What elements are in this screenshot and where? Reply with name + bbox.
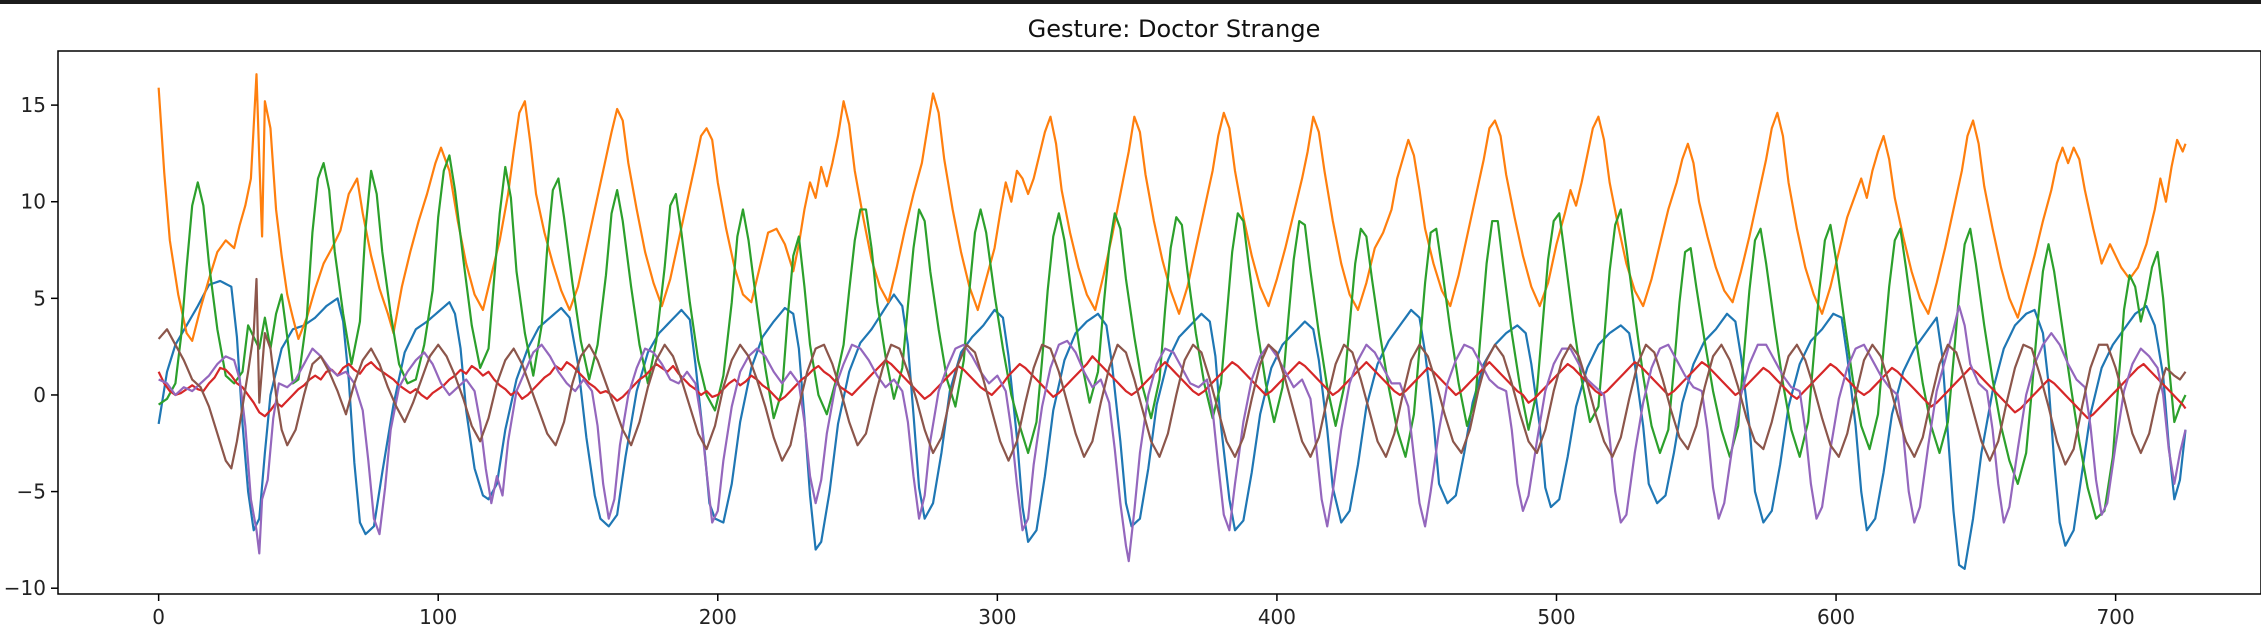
x-tick-label: 100 — [419, 605, 457, 629]
x-tick-label: 0 — [152, 605, 165, 629]
x-tick-label: 200 — [699, 605, 737, 629]
series-line-1 — [157, 279, 2187, 570]
y-tick-label: 10 — [21, 190, 46, 214]
x-tick-label: 400 — [1258, 605, 1296, 629]
x-tick-label: 700 — [2097, 605, 2135, 629]
y-axis: −10 −5 0 5 10 15 — [4, 93, 58, 600]
x-tick-label: 500 — [1537, 605, 1575, 629]
y-tick-label: −10 — [4, 576, 46, 600]
window-top-border — [0, 0, 2261, 4]
series-line-3 — [158, 154, 2187, 520]
plot-frame — [57, 50, 2261, 595]
series-line-6 — [157, 277, 2187, 470]
y-tick-label: −5 — [17, 480, 46, 504]
y-tick-label: 5 — [33, 286, 46, 310]
y-tick-label: 15 — [21, 93, 46, 117]
series-line-5 — [158, 304, 2187, 563]
x-tick-label: 300 — [978, 605, 1016, 629]
y-tick-label: 0 — [33, 383, 46, 407]
series-line-2 — [157, 73, 2187, 342]
x-axis: 0 100 200 300 400 500 600 700 — [152, 594, 2135, 629]
chart-title: Gesture: Doctor Strange — [1028, 15, 1321, 43]
x-tick-label: 600 — [1817, 605, 1855, 629]
series-layer — [157, 73, 2187, 570]
